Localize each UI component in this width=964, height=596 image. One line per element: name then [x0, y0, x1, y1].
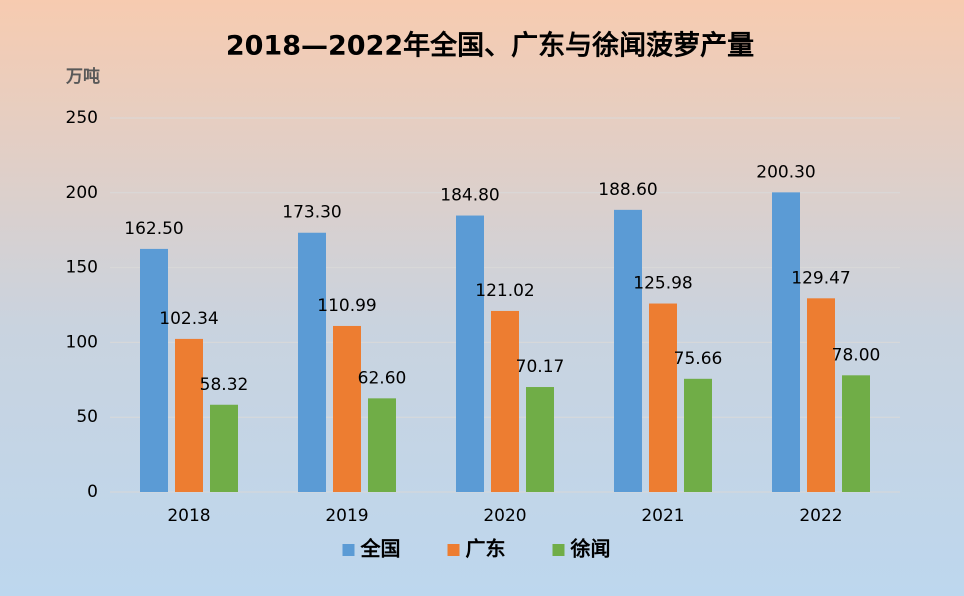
bar [175, 338, 203, 492]
value-label: 70.17 [516, 357, 565, 377]
y-tick-label: 250 [66, 108, 98, 128]
x-tick-label: 2018 [167, 506, 210, 526]
bar [684, 378, 712, 492]
value-label: 173.30 [282, 203, 341, 223]
value-label: 129.47 [791, 268, 850, 288]
bar [842, 375, 870, 492]
value-label: 162.50 [124, 219, 183, 239]
y-axis-label: 万吨 [65, 66, 100, 87]
value-label: 200.30 [756, 162, 815, 182]
bar [210, 404, 238, 492]
legend-swatch [447, 544, 460, 556]
legend-label: 广东 [466, 537, 506, 561]
x-tick-label: 2020 [483, 506, 526, 526]
value-label: 188.60 [598, 180, 657, 200]
legend-swatch [552, 544, 565, 556]
x-tick-label: 2022 [799, 506, 842, 526]
y-tick-label: 150 [66, 258, 98, 278]
legend-label: 全国 [360, 537, 401, 561]
bar [333, 325, 361, 492]
y-tick-label: 100 [66, 332, 98, 352]
bar [526, 387, 554, 492]
bar [491, 310, 519, 492]
value-label: 125.98 [633, 274, 692, 294]
x-tick-label: 2021 [641, 506, 684, 526]
bar [772, 192, 800, 492]
value-label: 184.80 [440, 186, 499, 206]
y-tick-label: 200 [66, 183, 98, 203]
value-label: 58.32 [200, 375, 249, 395]
bar [456, 215, 484, 493]
value-label: 102.34 [159, 309, 218, 329]
value-label: 110.99 [317, 296, 376, 316]
chart-title: 2018—2022年全国、广东与徐闻菠萝产量 [226, 30, 754, 62]
legend-swatch [342, 544, 355, 556]
y-tick-label: 0 [87, 482, 98, 502]
bar [807, 298, 835, 492]
bar [140, 248, 168, 492]
bar [298, 232, 326, 492]
value-label: 75.66 [674, 349, 723, 369]
value-label: 78.00 [832, 345, 881, 365]
value-label: 62.60 [358, 368, 407, 388]
legend-label: 徐闻 [570, 537, 611, 561]
y-tick-label: 50 [76, 407, 98, 427]
bar [368, 398, 396, 492]
bar [614, 209, 642, 492]
value-label: 121.02 [475, 281, 534, 301]
bar [649, 303, 677, 492]
x-tick-label: 2019 [325, 506, 368, 526]
